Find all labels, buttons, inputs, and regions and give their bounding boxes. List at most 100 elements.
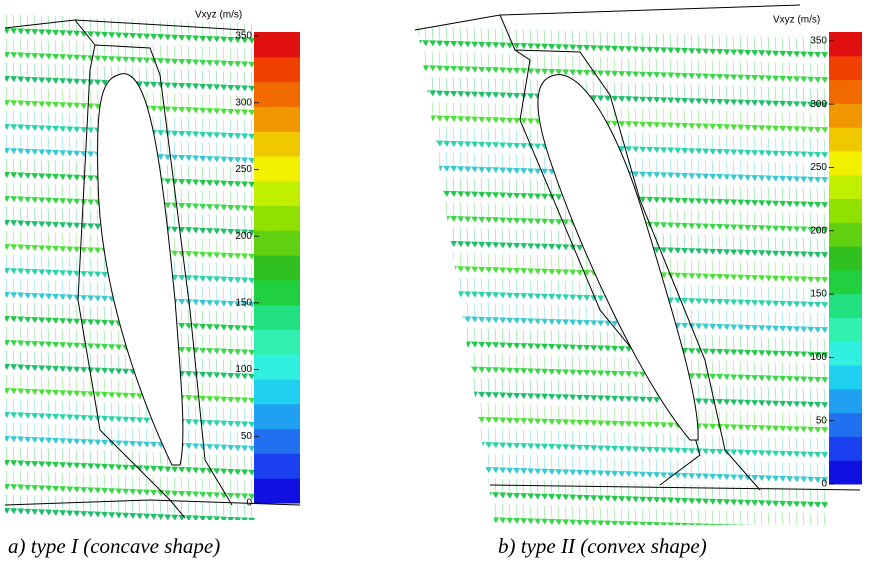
vector-head	[52, 246, 59, 252]
vector-head	[122, 369, 129, 375]
vector	[796, 212, 797, 226]
vector-head	[73, 487, 80, 493]
vector-head	[220, 301, 227, 307]
vector	[768, 112, 769, 126]
vector	[782, 262, 783, 276]
vector-head	[737, 50, 744, 56]
vector-head	[234, 349, 241, 355]
vector-head	[765, 276, 772, 282]
vector-head	[723, 249, 730, 255]
vector	[754, 336, 755, 350]
vector	[537, 405, 538, 419]
vector	[586, 56, 587, 70]
vector-head	[667, 73, 674, 79]
vector	[537, 180, 538, 194]
vector	[768, 387, 769, 401]
colorbar-band	[829, 341, 862, 365]
vector-head	[464, 516, 471, 522]
vector	[460, 502, 461, 516]
vector	[139, 43, 140, 57]
vector	[537, 130, 538, 144]
vector-head	[227, 277, 234, 283]
vector	[230, 239, 231, 253]
vector	[649, 383, 650, 397]
vector	[719, 335, 720, 349]
vector	[181, 117, 182, 131]
vector-head	[199, 324, 206, 330]
vector-head	[548, 269, 555, 275]
vector-head	[10, 220, 17, 226]
vector	[223, 239, 224, 253]
vector-head	[199, 228, 206, 234]
vector-head	[178, 155, 185, 161]
vector-head	[534, 494, 541, 500]
vector-head	[513, 518, 520, 524]
vector	[558, 455, 559, 469]
vector	[691, 309, 692, 323]
vector-head	[485, 317, 492, 323]
vector-head	[31, 413, 38, 419]
vector-head	[73, 295, 80, 301]
vector	[628, 507, 629, 521]
vector	[90, 41, 91, 55]
vector	[796, 137, 797, 151]
vector-head	[227, 109, 234, 115]
vector-head	[709, 499, 716, 505]
vector-head	[136, 513, 143, 519]
vector-head	[94, 320, 101, 326]
vector-head	[87, 415, 94, 421]
vector-head	[59, 246, 66, 252]
vector-head	[513, 168, 520, 174]
vector	[69, 449, 70, 463]
vector-head	[499, 468, 506, 474]
vector-head	[192, 180, 199, 186]
vector	[740, 411, 741, 425]
vector	[586, 31, 587, 45]
vector	[544, 380, 545, 394]
colorbar-band	[829, 460, 862, 484]
vector	[223, 311, 224, 325]
vector	[803, 363, 804, 377]
vector-head	[520, 293, 527, 299]
vector	[69, 497, 70, 511]
vector-head	[821, 527, 828, 530]
vector	[803, 263, 804, 277]
vector-head	[443, 416, 450, 422]
vector-head	[590, 445, 597, 451]
vector	[104, 402, 105, 416]
vector-head	[646, 522, 653, 528]
vector	[467, 252, 468, 266]
vector	[34, 447, 35, 461]
vector-head	[443, 66, 450, 72]
vector-head	[779, 301, 786, 307]
vector	[195, 166, 196, 180]
vector	[558, 30, 559, 44]
vector	[698, 359, 699, 373]
vector	[747, 286, 748, 300]
vector	[719, 85, 720, 99]
vector	[223, 47, 224, 61]
vector	[677, 209, 678, 223]
vector	[579, 406, 580, 420]
vector-head	[681, 223, 688, 229]
vector	[677, 484, 678, 498]
vector	[803, 88, 804, 102]
vector	[481, 428, 482, 442]
vector-head	[87, 79, 94, 85]
vector	[6, 374, 7, 388]
vector	[223, 143, 224, 157]
vector	[160, 20, 161, 34]
vector-head	[59, 438, 66, 444]
vector	[663, 33, 664, 47]
vector	[188, 189, 189, 203]
vector	[76, 185, 77, 199]
vector-head	[59, 366, 66, 372]
colorbar-tick-label: 50	[241, 431, 253, 442]
vector	[237, 431, 238, 445]
vector-head	[199, 420, 206, 426]
vector-head	[10, 436, 17, 442]
vector-head	[241, 86, 248, 92]
vector-head	[765, 301, 772, 307]
vector	[41, 159, 42, 173]
vector	[628, 407, 629, 421]
